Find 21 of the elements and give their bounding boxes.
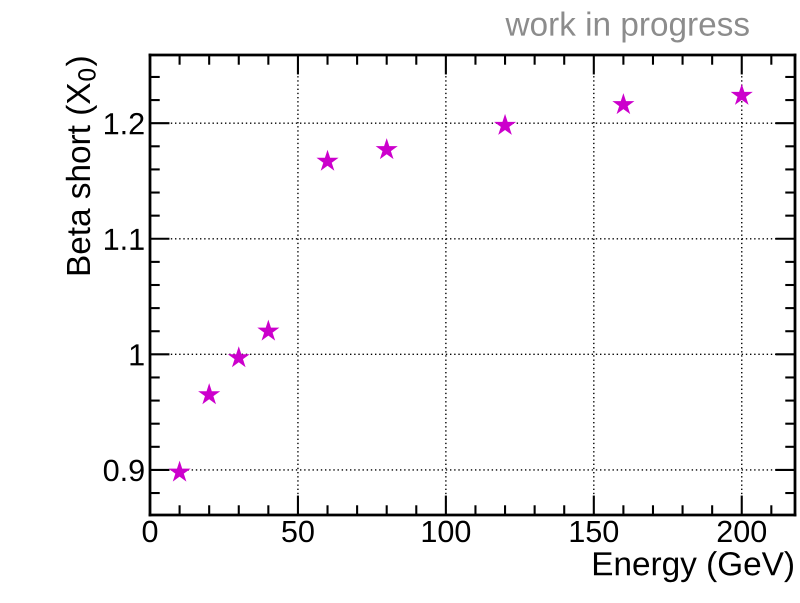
y-tick-label: 0.9 xyxy=(104,460,144,482)
x-tick-label: 0 xyxy=(142,520,158,542)
point xyxy=(494,114,516,135)
x-tick-label: 150 xyxy=(570,520,618,542)
x-tick-label: 50 xyxy=(282,520,314,542)
y-tick-label: 1.1 xyxy=(104,228,144,250)
point xyxy=(376,138,398,160)
x-tick-label: 200 xyxy=(718,520,766,542)
x-tick-label: 100 xyxy=(422,520,470,542)
point xyxy=(257,320,280,341)
point xyxy=(198,383,220,404)
x-axis-title: Energy (GeV) xyxy=(594,551,793,582)
text: work in progress xyxy=(505,11,749,43)
y-axis-title: Beta short (X$_{0}$) xyxy=(66,57,97,274)
y-tick-label: 1.2 xyxy=(104,112,144,134)
point xyxy=(612,93,634,114)
point xyxy=(316,150,339,171)
y-tick-label: 1 xyxy=(130,344,144,366)
point xyxy=(228,346,250,368)
point xyxy=(168,460,191,482)
point xyxy=(730,84,753,105)
